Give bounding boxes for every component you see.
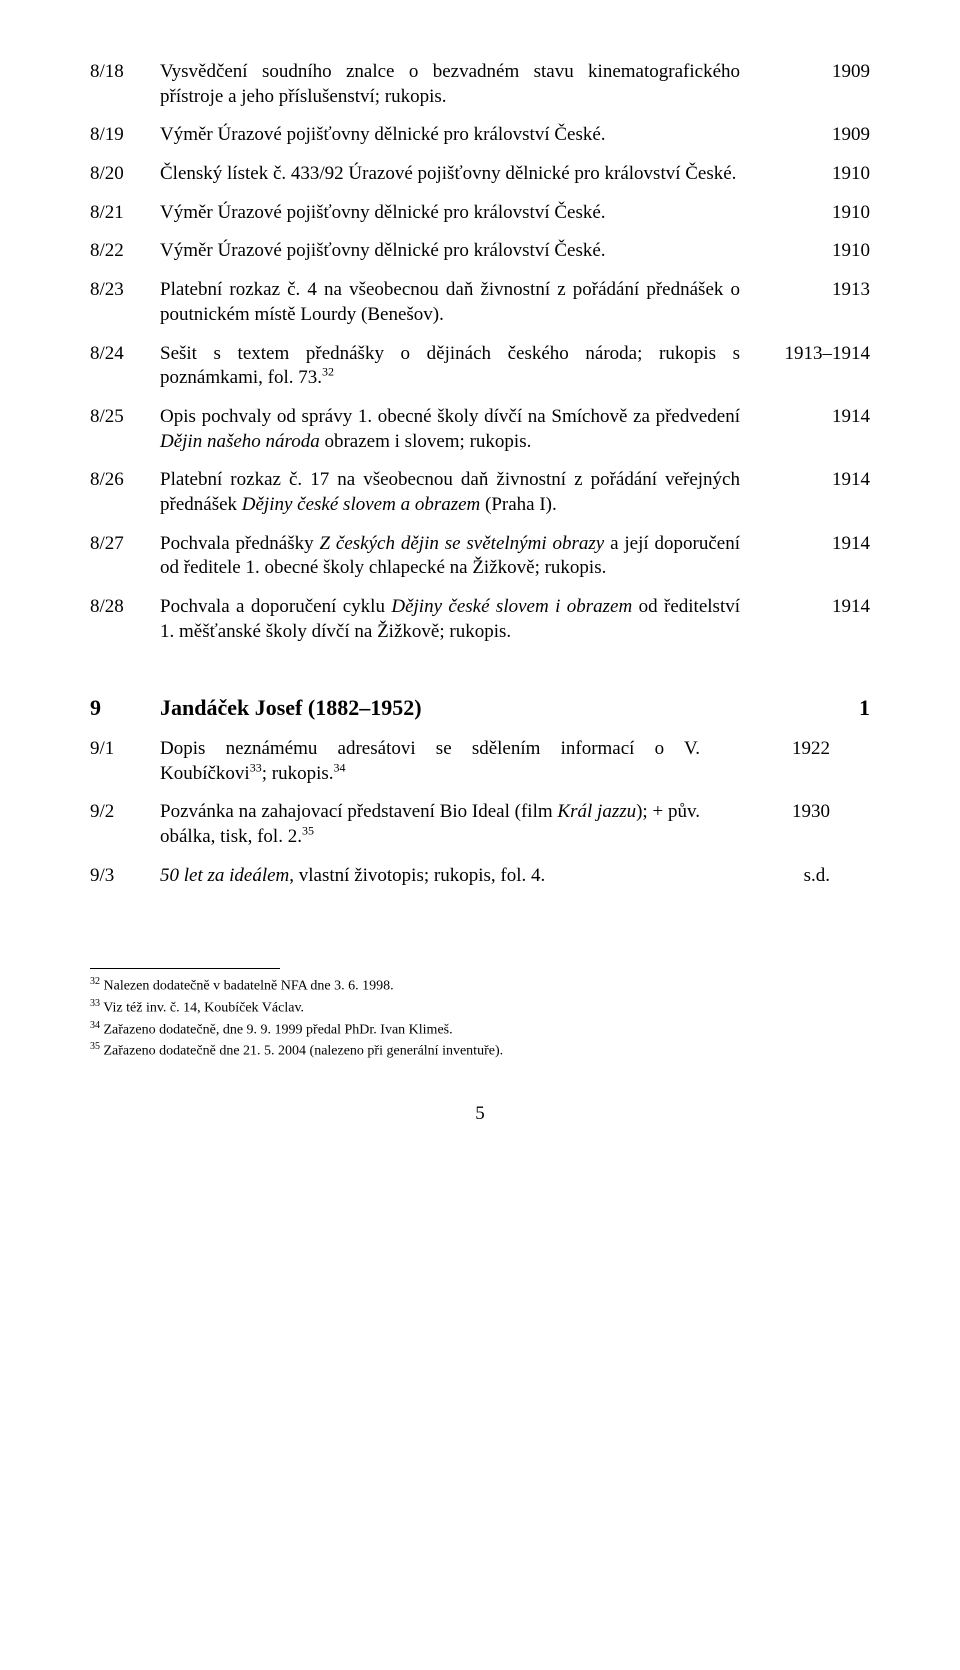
entry-num: 8/22 bbox=[90, 239, 160, 264]
entry-num: 8/24 bbox=[90, 342, 160, 367]
entry-year: 1914 bbox=[760, 405, 870, 430]
entry-desc: Členský lístek č. 433/92 Úrazové pojišťo… bbox=[160, 162, 760, 187]
entry-num: 8/23 bbox=[90, 278, 160, 303]
entry-num: 8/27 bbox=[90, 532, 160, 557]
entry-post: (Praha I). bbox=[480, 494, 557, 515]
entry-italic: 50 let za ideálem bbox=[160, 865, 289, 886]
entry-pre: Opis pochvaly od správy 1. obecné školy … bbox=[160, 406, 740, 427]
entry-desc: Sešit s textem přednášky o dějinách česk… bbox=[160, 342, 760, 391]
entry-italic: Dějin našeho národa bbox=[160, 431, 320, 452]
entry-row: 8/24 Sešit s textem přednášky o dějinách… bbox=[90, 342, 870, 391]
section-heading: 9 Jandáček Josef (1882–1952) 1 bbox=[90, 694, 870, 723]
entry-pre: Dopis neznámému adresátovi se sdělením i… bbox=[160, 738, 700, 784]
entry-row: 8/22 Výměr Úrazové pojišťovny dělnické p… bbox=[90, 239, 870, 264]
entry-num: 8/18 bbox=[90, 60, 160, 85]
entry-row: 8/26 Platební rozkaz č. 17 na všeobecnou… bbox=[90, 468, 870, 517]
section-num: 9 bbox=[90, 694, 160, 723]
footnote-text: Nalezen dodatečně v badatelně NFA dne 3.… bbox=[100, 979, 394, 994]
entry-italic: Král jazzu bbox=[557, 801, 636, 822]
entry-num: 9/3 bbox=[90, 864, 160, 889]
footnote-mark: 34 bbox=[90, 1020, 100, 1031]
entry-year: 1909 bbox=[760, 123, 870, 148]
footnote: 35 Zařazeno dodatečně dne 21. 5. 2004 (n… bbox=[90, 1040, 870, 1062]
entry-row: 8/28 Pochvala a doporučení cyklu Dějiny … bbox=[90, 595, 870, 644]
entry-year: 1910 bbox=[760, 201, 870, 226]
entry-pre: Pozvánka na zahajovací představení Bio I… bbox=[160, 801, 557, 822]
entry-num: 9/1 bbox=[90, 737, 160, 762]
entry-row: 8/18 Vysvědčení soudního znalce o bezvad… bbox=[90, 60, 870, 109]
entry-desc: Platební rozkaz č. 17 na všeobecnou daň … bbox=[160, 468, 760, 517]
entry-desc: 50 let za ideálem, vlastní životopis; ru… bbox=[160, 864, 720, 889]
entry-year: 1914 bbox=[760, 595, 870, 620]
entry-year: 1922 bbox=[720, 737, 830, 762]
entry-row: 8/19 Výměr Úrazové pojišťovny dělnické p… bbox=[90, 123, 870, 148]
entry-num: 8/19 bbox=[90, 123, 160, 148]
footnote: 34 Zařazeno dodatečně, dne 9. 9. 1999 př… bbox=[90, 1019, 870, 1041]
entry-row: 9/2 Pozvánka na zahajovací představení B… bbox=[90, 800, 870, 849]
entry-desc: Pochvala a doporučení cyklu Dějiny české… bbox=[160, 595, 760, 644]
footnote-ref: 32 bbox=[322, 365, 334, 379]
entry-num: 8/26 bbox=[90, 468, 160, 493]
entry-year: 1914 bbox=[760, 532, 870, 557]
entry-row: 8/23 Platební rozkaz č. 4 na všeobecnou … bbox=[90, 278, 870, 327]
entry-row: 8/20 Členský lístek č. 433/92 Úrazové po… bbox=[90, 162, 870, 187]
page-number: 5 bbox=[90, 1102, 870, 1127]
footnotes-separator bbox=[90, 968, 280, 969]
entry-mid: ; rukopis. bbox=[262, 763, 334, 784]
entry-year: 1930 bbox=[720, 800, 830, 825]
entry-num: 9/2 bbox=[90, 800, 160, 825]
entry-num: 8/20 bbox=[90, 162, 160, 187]
entry-pre: Pochvala přednášky bbox=[160, 533, 319, 554]
entry-desc: Pochvala přednášky Z českých dějin se sv… bbox=[160, 532, 760, 581]
entry-row: 8/27 Pochvala přednášky Z českých dějin … bbox=[90, 532, 870, 581]
entry-year: 1913 bbox=[760, 278, 870, 303]
section-title: Jandáček Josef (1882–1952) bbox=[160, 694, 720, 723]
footnote-text: Viz též inv. č. 14, Koubíček Václav. bbox=[100, 1001, 304, 1016]
entry-num: 8/28 bbox=[90, 595, 160, 620]
entry-year: 1909 bbox=[760, 60, 870, 85]
footnote-ref: 35 bbox=[302, 824, 314, 838]
entry-desc: Výměr Úrazové pojišťovny dělnické pro kr… bbox=[160, 239, 760, 264]
entry-desc: Pozvánka na zahajovací představení Bio I… bbox=[160, 800, 720, 849]
entry-post: obrazem i slovem; rukopis. bbox=[320, 431, 532, 452]
footnote-mark: 35 bbox=[90, 1041, 100, 1052]
entry-year: 1910 bbox=[760, 162, 870, 187]
entry-desc: Výměr Úrazové pojišťovny dělnické pro kr… bbox=[160, 123, 760, 148]
entry-desc: Dopis neznámému adresátovi se sdělením i… bbox=[160, 737, 720, 786]
entry-pre: Pochvala a doporučení cyklu bbox=[160, 596, 391, 617]
entry-desc: Opis pochvaly od správy 1. obecné školy … bbox=[160, 405, 760, 454]
entry-row: 8/25 Opis pochvaly od správy 1. obecné š… bbox=[90, 405, 870, 454]
entry-italic: Dějiny české slovem a obrazem bbox=[242, 494, 480, 515]
footnote: 33 Viz též inv. č. 14, Koubíček Václav. bbox=[90, 997, 870, 1019]
entry-row: 9/1 Dopis neznámému adresátovi se sdělen… bbox=[90, 737, 870, 786]
entry-desc: Platební rozkaz č. 4 na všeobecnou daň ž… bbox=[160, 278, 760, 327]
entry-year: 1910 bbox=[760, 239, 870, 264]
entry-year: 1913–1914 bbox=[760, 342, 870, 367]
entry-italic: Z českých dějin se světelnými obrazy bbox=[319, 533, 604, 554]
footnote-ref: 33 bbox=[250, 760, 262, 774]
entry-post: , vlastní životopis; rukopis, fol. 4. bbox=[289, 865, 545, 886]
footnote-ref: 34 bbox=[334, 760, 346, 774]
footnote-mark: 33 bbox=[90, 998, 100, 1009]
entry-year: 1914 bbox=[760, 468, 870, 493]
section-extra: 1 bbox=[840, 694, 870, 723]
footnote-text: Zařazeno dodatečně, dne 9. 9. 1999 předa… bbox=[100, 1022, 453, 1037]
footnote: 32 Nalezen dodatečně v badatelně NFA dne… bbox=[90, 975, 870, 997]
footnote-mark: 32 bbox=[90, 976, 100, 987]
entry-row: 9/3 50 let za ideálem, vlastní životopis… bbox=[90, 864, 870, 889]
entry-desc: Výměr Úrazové pojišťovny dělnické pro kr… bbox=[160, 201, 760, 226]
entry-desc: Vysvědčení soudního znalce o bezvadném s… bbox=[160, 60, 760, 109]
entry-num: 8/25 bbox=[90, 405, 160, 430]
entry-year: s.d. bbox=[720, 864, 830, 889]
entry-row: 8/21 Výměr Úrazové pojišťovny dělnické p… bbox=[90, 201, 870, 226]
entry-num: 8/21 bbox=[90, 201, 160, 226]
entry-italic: Dějiny české slovem i obrazem bbox=[391, 596, 632, 617]
entry-text: Sešit s textem přednášky o dějinách česk… bbox=[160, 343, 740, 389]
footnote-text: Zařazeno dodatečně dne 21. 5. 2004 (nale… bbox=[100, 1044, 503, 1059]
